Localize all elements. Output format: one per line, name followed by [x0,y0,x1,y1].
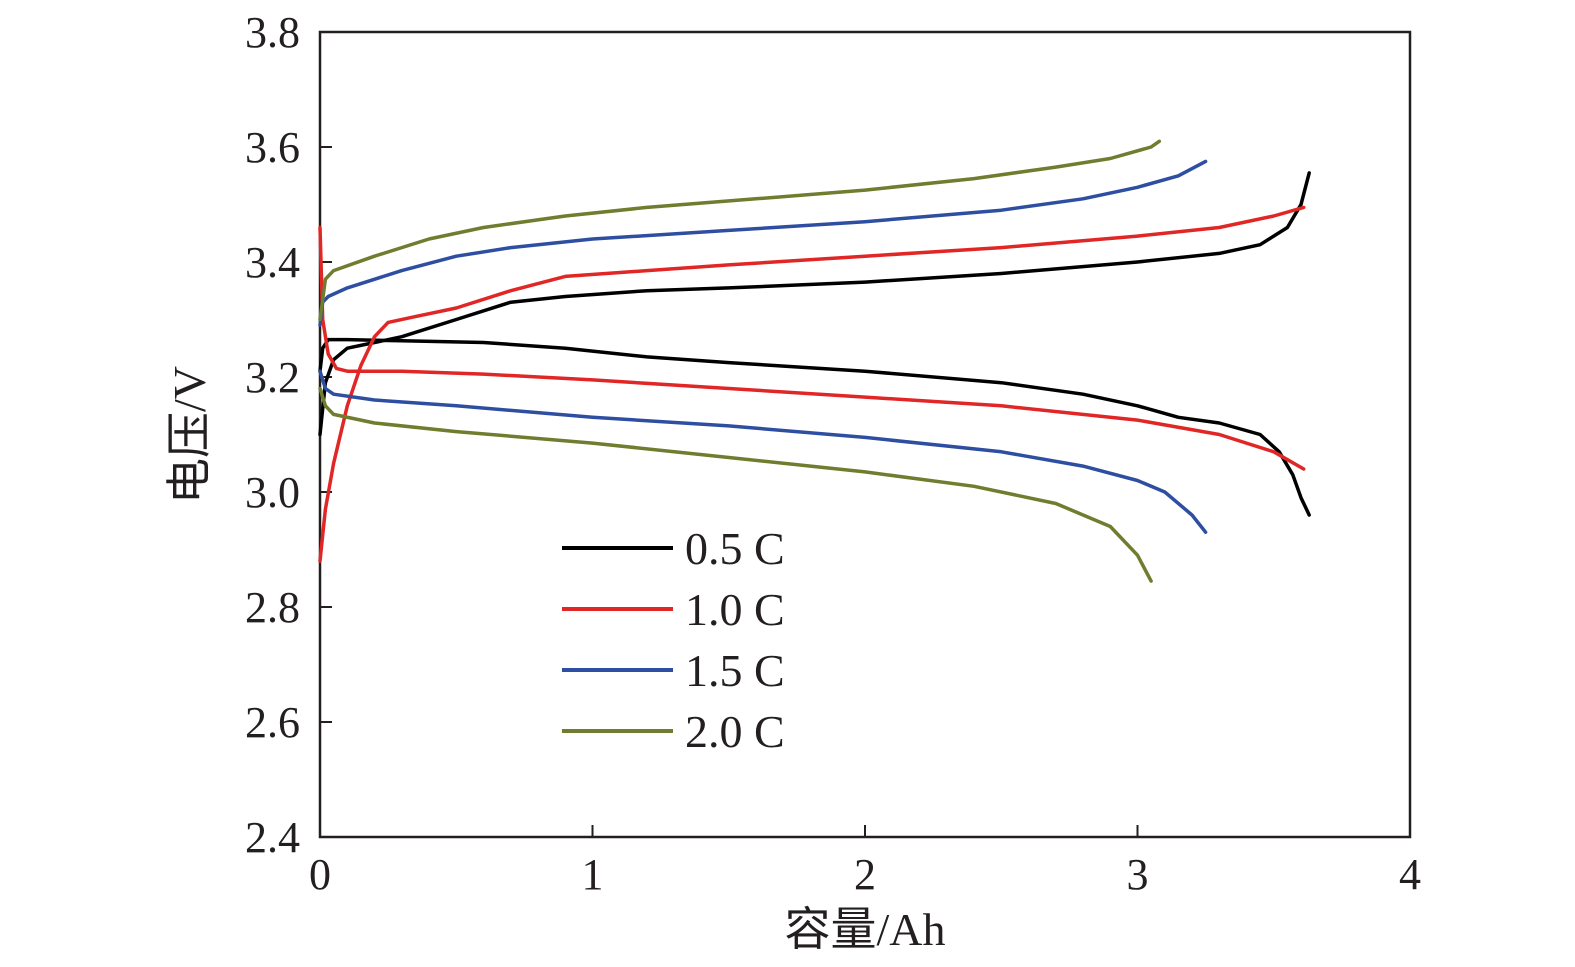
series-line-charge [318,159,1208,327]
series-line-discharge [318,386,1153,583]
y-tick-label: 3.6 [245,123,300,172]
y-tick-label: 2.8 [245,583,300,632]
x-tick-label: 4 [1399,850,1421,899]
series-line-discharge [318,337,1311,517]
y-tick-label: 3.2 [245,353,300,402]
legend-label: 0.5 C [685,523,785,574]
x-tick-label: 1 [582,850,604,899]
legend-label: 1.5 C [685,645,785,696]
y-tick-label: 3.4 [245,238,300,287]
series-line-charge [318,205,1306,563]
tick-labels: 0 1 2 3 4 2.4 2.6 2.8 3.0 3.2 3.4 3.6 3.8 [245,8,1421,899]
x-tick-label: 2 [854,850,876,899]
legend-label: 2.0 C [685,706,785,757]
series-lines [318,139,1311,583]
series-line-discharge [318,369,1208,534]
y-tick-label: 3.0 [245,468,300,517]
y-tick-label: 2.4 [245,813,300,862]
x-axis-label: 容量/Ah [785,904,946,955]
series-line-charge [318,171,1311,437]
legend: 0.5 C 1.0 C 1.5 C 2.0 C [562,523,785,757]
x-tick-label: 3 [1127,850,1149,899]
legend-label: 1.0 C [685,584,785,635]
x-tick-label: 0 [309,850,331,899]
series-line-charge [318,139,1162,322]
y-tick-label: 3.8 [245,8,300,57]
y-tick-label: 2.6 [245,698,300,747]
series-line-discharge [318,225,1306,471]
y-axis-label: 电压/V [164,366,215,504]
